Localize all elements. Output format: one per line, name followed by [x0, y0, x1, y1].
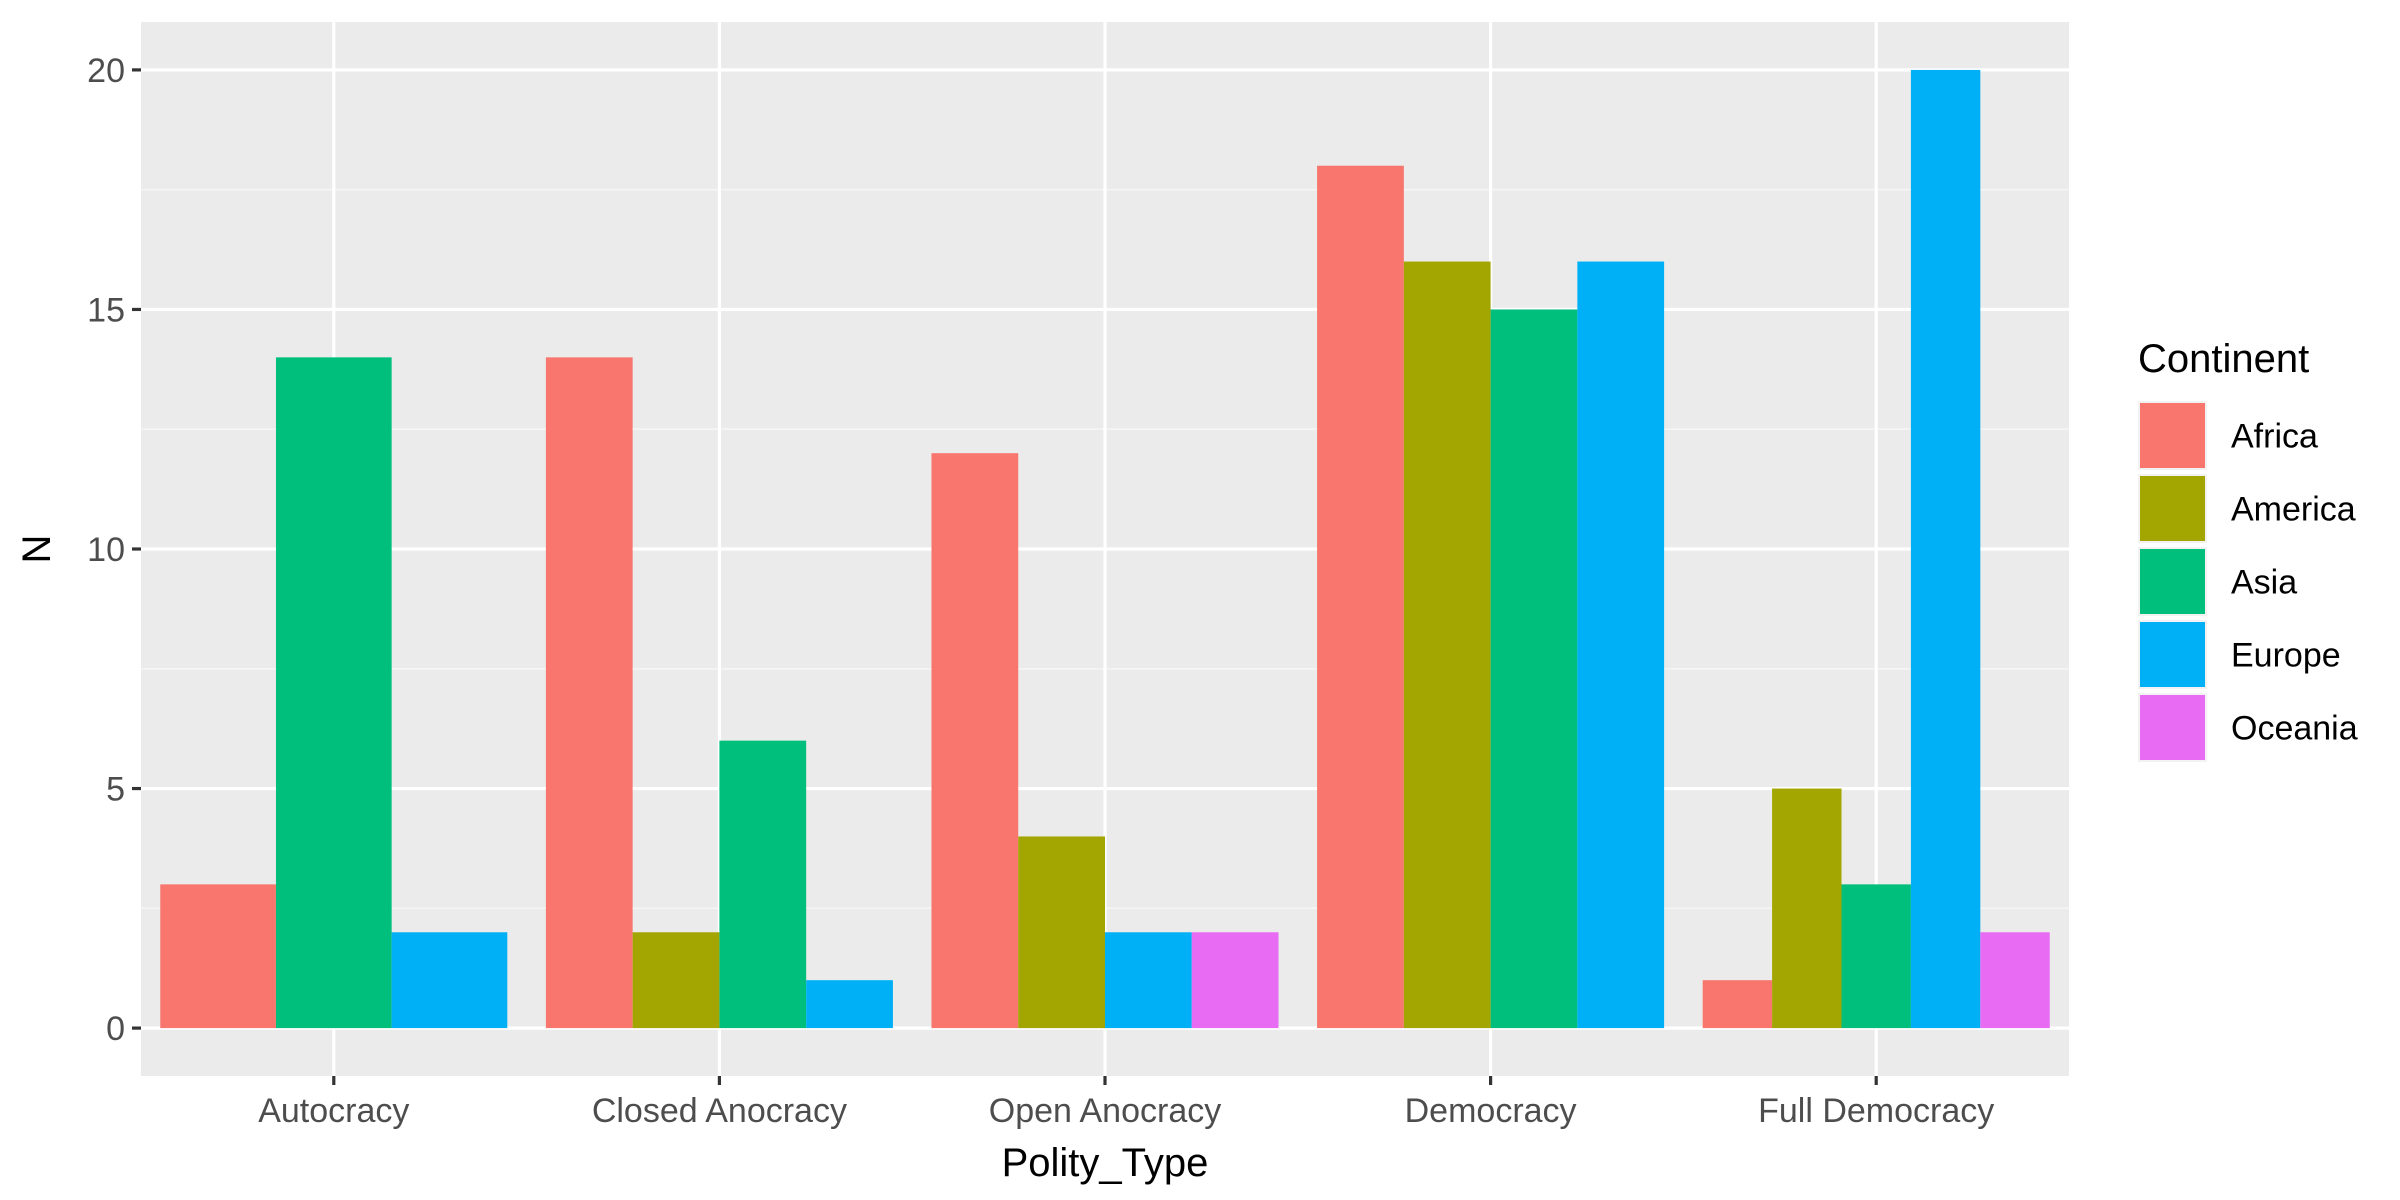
x-tick-label-democracy: Democracy	[1405, 1092, 1577, 1130]
legend-title: Continent	[2138, 337, 2309, 381]
y-tick-label: 5	[106, 771, 125, 809]
legend-label-asia: Asia	[2231, 564, 2297, 602]
bar-closed-anocracy-africa	[545, 357, 633, 1029]
legend-label-africa: Africa	[2231, 418, 2318, 456]
bar-autocracy-asia	[275, 357, 392, 1029]
bar-open-anocracy-africa	[931, 453, 1019, 1029]
bar-democracy-europe	[1577, 261, 1665, 1029]
bar-autocracy-africa	[160, 884, 276, 1029]
y-tick-label: 20	[87, 52, 125, 90]
bar-open-anocracy-europe	[1105, 932, 1192, 1029]
bar-closed-anocracy-america	[632, 932, 720, 1029]
legend-label-oceania: Oceania	[2231, 710, 2358, 748]
x-tick-label-autocracy: Autocracy	[258, 1092, 409, 1130]
axes: 0 5 10 15 20 Autocracy Closed Anocracy Open Ano…	[87, 52, 1994, 1130]
bar-full-democracy-america	[1772, 788, 1842, 1029]
y-tick-label: 10	[87, 531, 125, 569]
legend-label-europe: Europe	[2231, 637, 2341, 675]
legend-key-oceania	[2140, 695, 2205, 760]
bar-democracy-africa	[1317, 165, 1404, 1029]
bar-full-democracy-europe	[1910, 69, 1981, 1029]
bar-full-democracy-oceania	[1980, 932, 2050, 1029]
bar-autocracy-europe	[391, 932, 508, 1029]
bar-closed-anocracy-europe	[806, 980, 893, 1029]
bar-closed-anocracy-asia	[719, 740, 807, 1029]
bar-open-anocracy-america	[1018, 836, 1105, 1029]
bar-open-anocracy-oceania	[1191, 932, 1279, 1029]
legend: Continent Africa America Asia Europe Oceania	[2138, 337, 2358, 762]
bar-full-democracy-asia	[1841, 884, 1911, 1029]
bars	[160, 69, 2050, 1029]
x-tick-label-full-democracy: Full Democracy	[1758, 1092, 1994, 1130]
bar-democracy-asia	[1490, 309, 1578, 1029]
bar-full-democracy-africa	[1702, 980, 1773, 1029]
legend-key-america	[2140, 476, 2205, 541]
y-axis-title: N	[15, 535, 59, 564]
legend-label-america: America	[2231, 491, 2356, 529]
x-tick-label-open-anocracy: Open Anocracy	[989, 1092, 1221, 1130]
x-tick-label-closed-anocracy: Closed Anocracy	[592, 1092, 847, 1130]
x-axis-title: Polity_Type	[1002, 1141, 1209, 1185]
bar-democracy-america	[1403, 261, 1491, 1029]
legend-key-europe	[2140, 622, 2205, 687]
y-tick-label: 0	[106, 1010, 125, 1048]
legend-key-africa	[2140, 403, 2205, 468]
y-tick-label: 15	[87, 291, 125, 329]
legend-key-asia	[2140, 549, 2205, 614]
